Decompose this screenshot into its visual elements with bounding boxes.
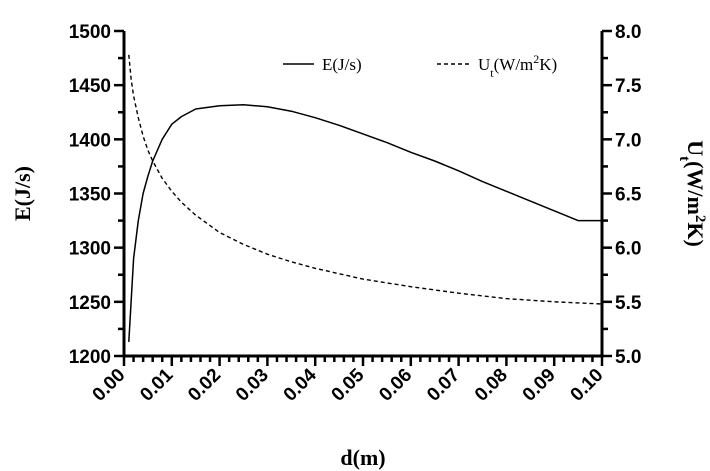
- x-axis-label: d(m): [340, 445, 385, 470]
- y-left-tick-label: 1450: [69, 76, 111, 97]
- y-right-label-rest2: K): [683, 222, 708, 246]
- series-lines: [128, 54, 603, 342]
- y-left-tick-label: 1300: [69, 239, 111, 260]
- x-tick-label: 0.03: [232, 365, 273, 406]
- x-tick-label: 0.06: [375, 365, 416, 406]
- y-right-tick-label: 7.0: [615, 130, 641, 151]
- legend-ut-rest2: K): [539, 55, 557, 74]
- x-tick-label: 0.09: [519, 365, 560, 406]
- legend-label-e: E(J/s): [322, 55, 362, 74]
- x-tick-label: 0.04: [280, 364, 321, 405]
- legend: E(J/s) Ut(W/m2K): [283, 52, 557, 80]
- x-tick-label: 0.02: [184, 365, 225, 406]
- x-ticks: 0.00 0.01 0.02 0.03 0.04 0.05 0.06 0.07 0.08 0.09…: [89, 356, 608, 406]
- y-right-tick-label: 6.5: [615, 185, 642, 206]
- axes: [122, 31, 604, 358]
- y-left-ticks: 1200 1250 1300 1350 1400 1450 1500: [69, 22, 124, 368]
- series-ut-line: [128, 54, 603, 305]
- x-tick-label: 0.10: [567, 365, 608, 406]
- y-right-label-rest1: (W/m: [683, 161, 708, 215]
- y-right-label-sup: 2: [692, 215, 708, 223]
- y-right-tick-label: 6.0: [615, 239, 641, 260]
- x-tick-label: 0.05: [328, 364, 369, 405]
- y-right-tick-label: 8.0: [615, 22, 641, 43]
- y-left-tick-label: 1200: [69, 347, 111, 368]
- y-left-tick-label: 1400: [69, 130, 111, 151]
- y-right-ticks: 5.0 5.5 6.0 6.5 7.0 7.5 8.0: [602, 22, 642, 368]
- legend-ut-sup: 2: [533, 52, 539, 66]
- y-right-label-base: U: [683, 140, 708, 156]
- legend-ut-sub: t: [490, 66, 494, 80]
- y-left-tick-label: 1250: [69, 293, 111, 314]
- y-left-tick-label: 1350: [69, 185, 111, 206]
- legend-ut-base: U: [478, 55, 490, 74]
- x-tick-label: 0.01: [136, 364, 177, 405]
- x-tick-label: 0.07: [423, 365, 464, 406]
- y-right-tick-label: 5.5: [615, 293, 642, 314]
- y-right-tick-label: 5.0: [615, 347, 641, 368]
- legend-label-ut: Ut(W/m2K): [478, 52, 557, 80]
- y-right-label-sub: t: [676, 156, 692, 161]
- y-left-axis-label: E(J/s): [10, 166, 35, 221]
- y-right-tick-label: 7.5: [615, 76, 642, 97]
- x-tick-label: 0.08: [471, 365, 512, 406]
- y-right-axis-label: Ut(W/m2K): [676, 140, 708, 247]
- series-e-line: [128, 103, 602, 342]
- legend-ut-rest1: (W/m: [494, 55, 534, 74]
- y-left-tick-label: 1500: [69, 22, 111, 43]
- x-tick-label: 0.00: [89, 365, 130, 406]
